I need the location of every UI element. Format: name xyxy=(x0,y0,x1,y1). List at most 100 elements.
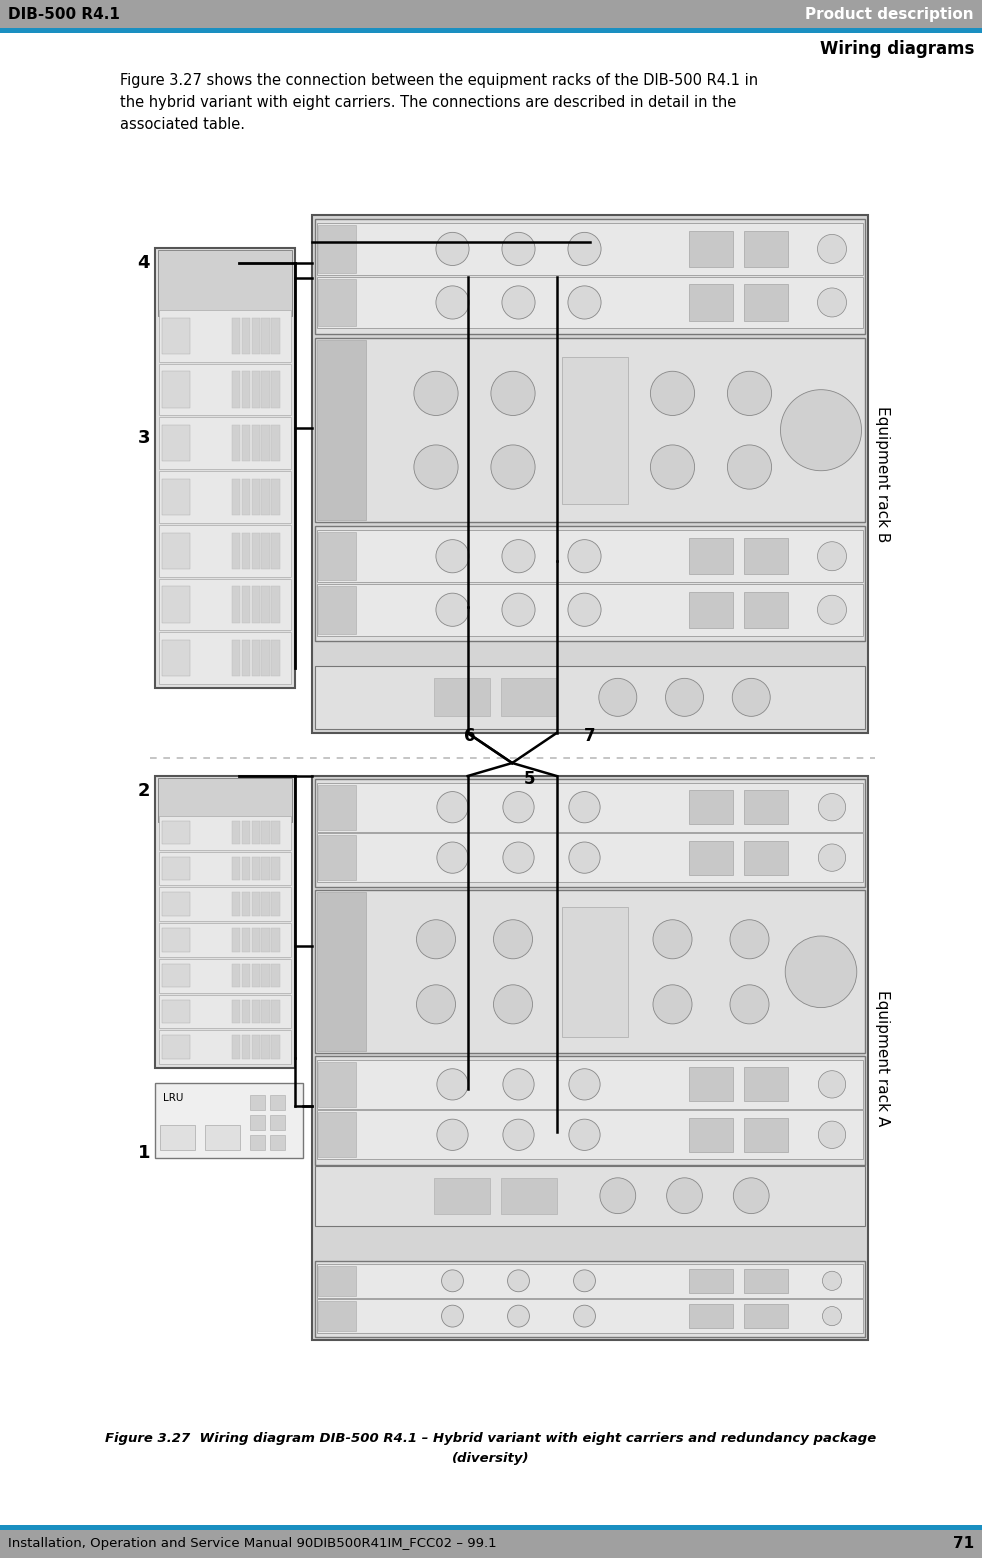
Circle shape xyxy=(817,288,846,316)
Bar xyxy=(271,893,280,916)
Bar xyxy=(318,533,356,580)
Bar xyxy=(261,533,270,569)
Bar xyxy=(317,834,863,882)
Circle shape xyxy=(436,232,469,265)
Circle shape xyxy=(491,371,535,416)
Circle shape xyxy=(503,791,534,823)
Bar xyxy=(242,318,250,354)
Circle shape xyxy=(442,1306,464,1327)
Bar xyxy=(242,478,250,516)
Text: Product description: Product description xyxy=(805,6,974,22)
Bar xyxy=(317,1059,863,1109)
Bar xyxy=(251,318,260,354)
Text: Figure 3.27 shows the connection between the equipment racks of the DIB-500 R4.1: Figure 3.27 shows the connection between… xyxy=(120,73,758,87)
Bar xyxy=(159,816,291,849)
Bar xyxy=(242,586,250,623)
Bar xyxy=(261,640,270,676)
Bar xyxy=(744,1067,788,1102)
Circle shape xyxy=(818,1122,846,1148)
Bar xyxy=(744,231,788,266)
Bar xyxy=(563,907,628,1038)
Circle shape xyxy=(653,919,692,958)
Bar xyxy=(250,1095,265,1109)
Bar xyxy=(162,1000,190,1024)
Circle shape xyxy=(503,1119,534,1150)
Bar xyxy=(318,279,356,326)
Bar xyxy=(271,586,280,623)
Bar xyxy=(232,929,241,952)
Text: 2: 2 xyxy=(137,782,150,799)
Bar xyxy=(315,1260,865,1337)
Bar xyxy=(563,357,628,503)
Bar xyxy=(232,1000,241,1024)
Circle shape xyxy=(733,678,770,717)
Circle shape xyxy=(600,1178,635,1214)
Bar xyxy=(232,478,241,516)
Bar xyxy=(159,852,291,885)
Circle shape xyxy=(568,285,601,319)
Bar xyxy=(318,835,356,880)
Bar xyxy=(312,776,868,1340)
Bar xyxy=(205,1125,240,1150)
Circle shape xyxy=(494,919,532,958)
Text: Installation, Operation and Service Manual 90DIB500R41IM_FCC02 – 99.1: Installation, Operation and Service Manu… xyxy=(8,1538,497,1550)
Bar xyxy=(159,1030,291,1064)
Circle shape xyxy=(573,1306,595,1327)
Bar xyxy=(689,1304,733,1327)
Bar xyxy=(744,790,788,824)
Bar xyxy=(162,640,190,676)
Bar xyxy=(501,678,557,717)
Bar xyxy=(250,1116,265,1130)
Bar xyxy=(162,425,190,461)
Bar xyxy=(162,821,190,844)
Bar xyxy=(744,1117,788,1151)
Bar xyxy=(159,310,291,361)
Text: 7: 7 xyxy=(584,728,596,745)
Bar xyxy=(159,525,291,576)
Bar xyxy=(317,223,863,274)
Bar xyxy=(251,964,260,988)
Bar xyxy=(315,665,865,729)
Bar xyxy=(689,1067,733,1102)
Circle shape xyxy=(413,371,458,416)
Circle shape xyxy=(437,1069,468,1100)
Bar xyxy=(317,277,863,329)
Circle shape xyxy=(730,985,769,1024)
Bar xyxy=(315,527,865,642)
Circle shape xyxy=(503,1069,534,1100)
Circle shape xyxy=(494,985,532,1024)
Bar xyxy=(251,533,260,569)
Bar xyxy=(261,586,270,623)
Bar xyxy=(159,418,291,469)
Bar xyxy=(689,1117,733,1151)
Bar xyxy=(434,678,490,717)
Bar xyxy=(160,1125,195,1150)
Circle shape xyxy=(818,793,846,821)
Bar xyxy=(271,318,280,354)
Circle shape xyxy=(437,791,468,823)
Bar xyxy=(251,1000,260,1024)
Circle shape xyxy=(502,232,535,265)
Bar xyxy=(315,779,865,888)
Circle shape xyxy=(573,1270,595,1292)
Bar xyxy=(689,284,733,321)
Bar xyxy=(232,640,241,676)
Bar xyxy=(162,929,190,952)
Bar xyxy=(689,841,733,874)
Bar xyxy=(155,776,295,1067)
Bar xyxy=(261,893,270,916)
Circle shape xyxy=(599,678,636,717)
Text: LRU: LRU xyxy=(163,1094,184,1103)
Circle shape xyxy=(568,232,601,265)
Bar xyxy=(271,1000,280,1024)
Circle shape xyxy=(503,841,534,872)
Bar xyxy=(0,28,982,33)
Text: 4: 4 xyxy=(137,254,150,273)
Circle shape xyxy=(817,542,846,570)
Bar xyxy=(162,371,190,408)
Bar xyxy=(158,249,292,316)
Bar xyxy=(162,964,190,988)
Bar xyxy=(315,338,865,522)
Circle shape xyxy=(667,1178,702,1214)
Bar xyxy=(162,586,190,623)
